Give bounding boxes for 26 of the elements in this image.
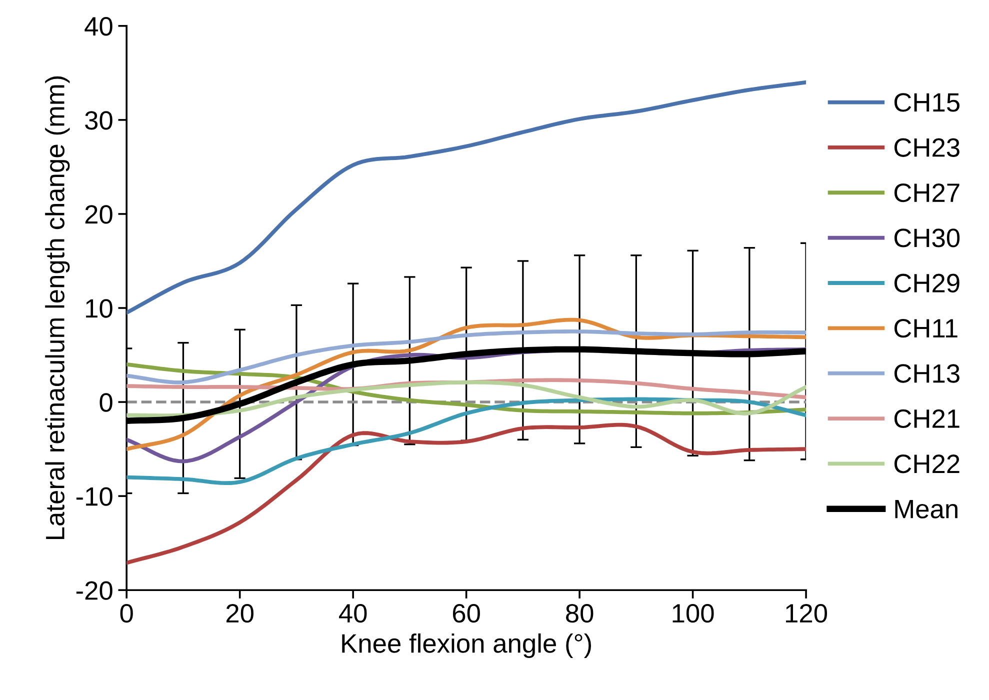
x-tick-label: 20 [226,604,254,623]
y-tick-label: 20 [85,205,112,224]
x-tick-label: 100 [672,604,714,623]
x-axis-title: Knee flexion angle (°) [342,633,591,658]
legend-label: Mean [895,500,958,518]
legend-label: CH15 [894,93,960,112]
legend-label: CH23 [894,138,960,157]
y-tick-label: 10 [86,299,112,318]
legend-label: CH21 [894,409,960,428]
y-tick-label: 30 [85,111,112,130]
y-axis-title: Lateral retinaculum length change (mm) [45,76,70,540]
legend-label: CH30 [894,228,960,248]
legend-label: CH13 [894,364,960,383]
x-tick-label: 120 [786,604,828,623]
y-tick-label: -20 [76,581,112,600]
legend-label: CH27 [894,183,960,202]
y-tick-label: 0 [100,393,112,412]
y-tick-label: -10 [76,487,112,506]
y-tick-label: 40 [84,17,112,36]
x-tick-label: 60 [452,604,480,623]
x-tick-label: 80 [566,604,594,623]
legend-label: CH29 [894,274,960,292]
legend-label: CH11 [894,318,958,338]
legend-label: CH22 [894,454,960,474]
x-tick-label: 0 [120,604,133,623]
x-tick-label: 40 [339,604,367,623]
